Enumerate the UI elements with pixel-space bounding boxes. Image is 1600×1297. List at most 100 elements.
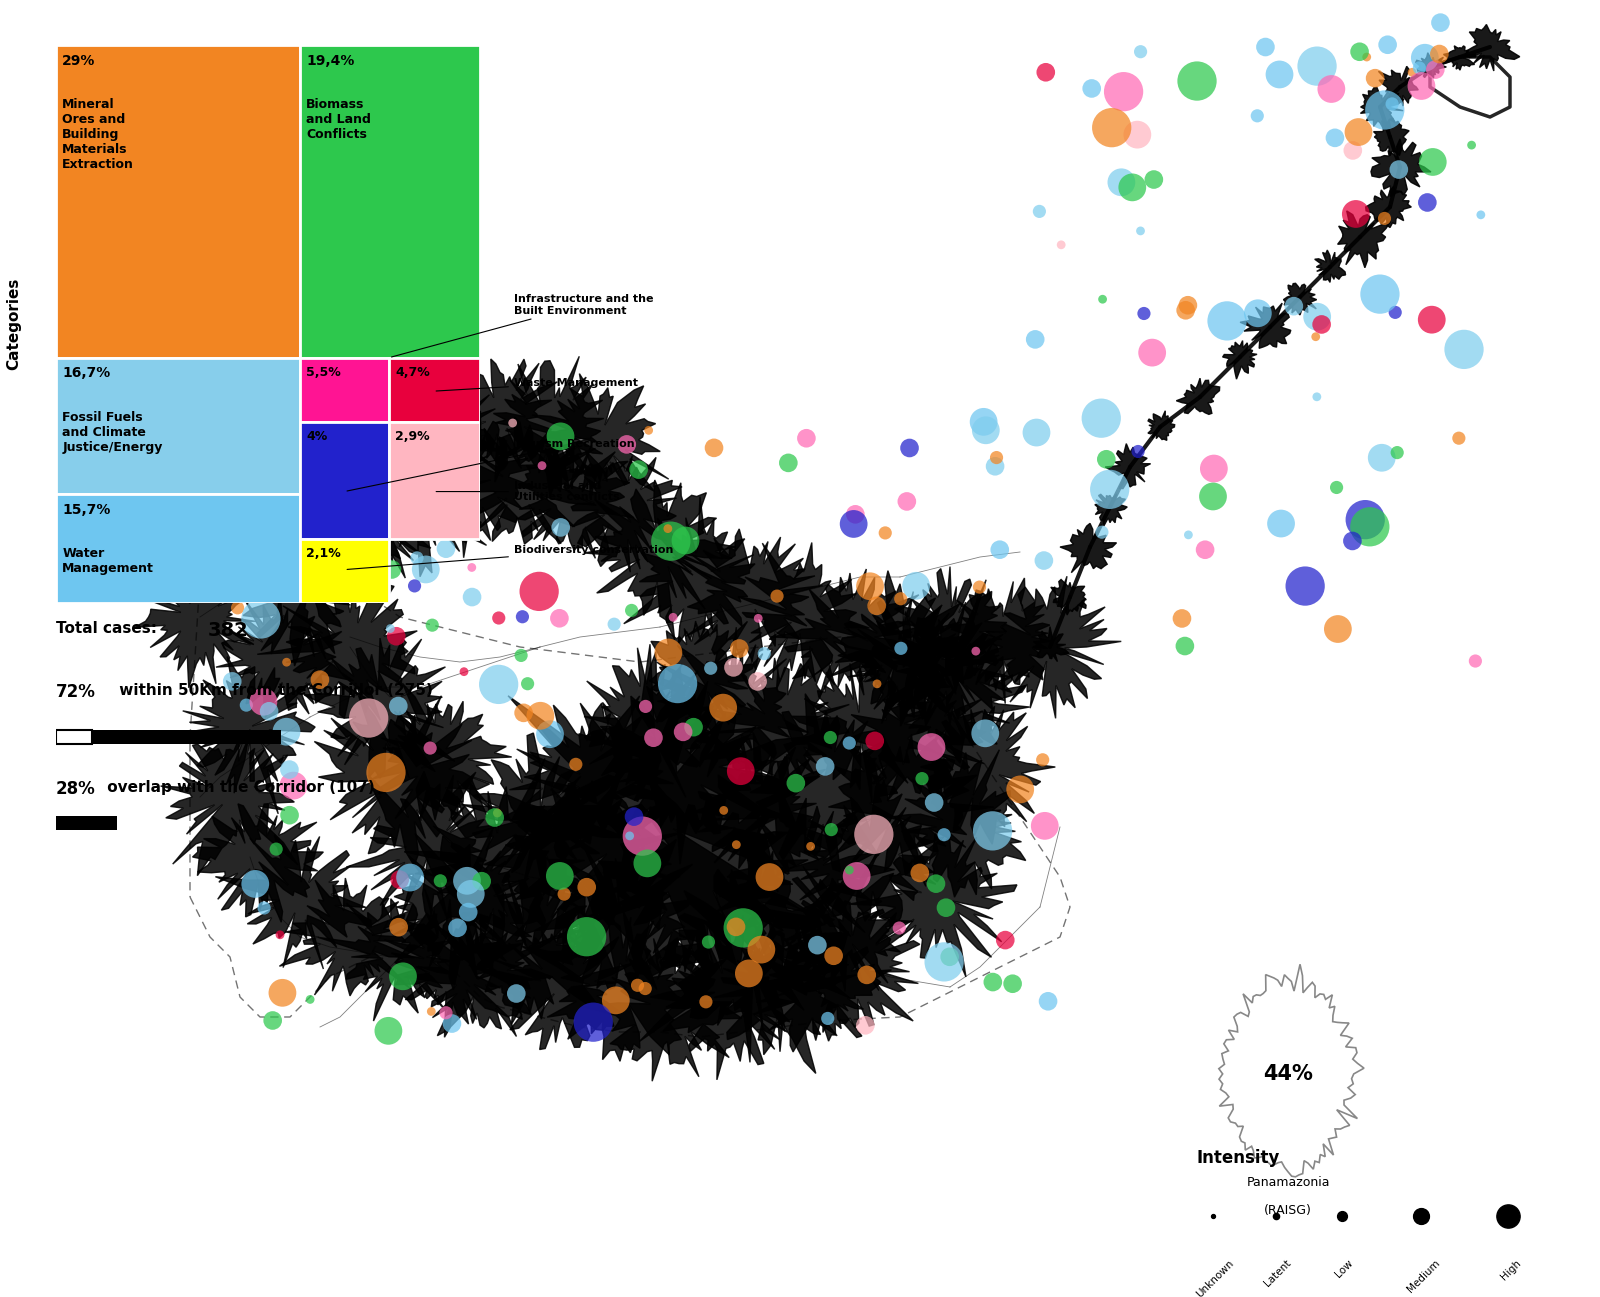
Polygon shape: [1061, 524, 1117, 573]
Point: [982, 457, 1008, 477]
Point: [1323, 477, 1349, 498]
Point: [1139, 342, 1165, 363]
Point: [547, 425, 573, 446]
Point: [547, 865, 573, 886]
FancyBboxPatch shape: [389, 422, 480, 540]
Polygon shape: [258, 576, 418, 720]
Point: [1176, 524, 1202, 545]
Point: [973, 420, 998, 441]
Point: [1098, 479, 1123, 499]
Point: [1462, 651, 1488, 672]
Polygon shape: [224, 533, 360, 667]
Point: [1035, 991, 1061, 1012]
Polygon shape: [314, 695, 490, 865]
Point: [1318, 79, 1344, 100]
Polygon shape: [582, 935, 742, 1082]
Polygon shape: [1416, 53, 1446, 78]
Text: overlap with the Corridor (107): overlap with the Corridor (107): [102, 781, 374, 795]
Polygon shape: [698, 658, 850, 796]
Point: [794, 428, 819, 449]
Point: [798, 837, 824, 857]
Point: [757, 866, 782, 887]
Point: [454, 870, 480, 891]
Point: [1128, 220, 1154, 241]
Point: [1030, 550, 1056, 571]
Point: [819, 820, 845, 840]
Point: [1173, 636, 1198, 656]
Point: [821, 946, 846, 966]
Point: [843, 865, 869, 886]
Point: [286, 484, 312, 505]
Point: [456, 901, 482, 922]
Point: [413, 559, 438, 580]
Point: [618, 825, 643, 846]
Point: [814, 1008, 840, 1029]
Point: [971, 411, 997, 432]
Point: [355, 708, 381, 729]
Point: [854, 965, 880, 986]
Point: [298, 990, 323, 1010]
Point: [530, 455, 555, 476]
Point: [782, 773, 808, 794]
Point: [1400, 62, 1426, 83]
Point: [379, 559, 405, 580]
Point: [1325, 619, 1350, 639]
Point: [1304, 306, 1330, 327]
Text: within 50Km from the Corridor (275): within 50Km from the Corridor (275): [114, 682, 432, 698]
Point: [1022, 329, 1048, 350]
Point: [538, 724, 563, 744]
Point: [274, 721, 299, 742]
Point: [235, 530, 261, 551]
Point: [670, 721, 696, 742]
Point: [858, 576, 883, 597]
Point: [723, 834, 749, 855]
Text: High: High: [1499, 1258, 1523, 1283]
Polygon shape: [584, 647, 720, 798]
Point: [726, 638, 752, 659]
Point: [619, 601, 645, 621]
Point: [1342, 204, 1368, 224]
Point: [277, 459, 302, 480]
Point: [499, 412, 525, 433]
Point: [574, 926, 600, 947]
Point: [1330, 1206, 1355, 1227]
Polygon shape: [714, 921, 856, 1074]
Point: [918, 737, 944, 757]
Point: [459, 558, 485, 578]
Text: 4%: 4%: [306, 431, 328, 444]
Polygon shape: [1379, 66, 1418, 106]
Point: [482, 807, 507, 827]
FancyBboxPatch shape: [56, 494, 299, 603]
Point: [923, 873, 949, 894]
Point: [813, 756, 838, 777]
Point: [710, 698, 736, 719]
Polygon shape: [656, 628, 808, 777]
Point: [1200, 486, 1226, 507]
Point: [277, 759, 302, 779]
Point: [469, 870, 494, 891]
Polygon shape: [624, 497, 755, 645]
Point: [267, 925, 293, 946]
Point: [987, 540, 1013, 560]
Point: [723, 917, 749, 938]
Text: 2,1%: 2,1%: [306, 547, 341, 560]
Point: [307, 669, 333, 690]
Polygon shape: [403, 918, 554, 1036]
Point: [1406, 57, 1432, 78]
Point: [1253, 36, 1278, 57]
Point: [864, 673, 890, 694]
FancyBboxPatch shape: [93, 730, 282, 744]
FancyBboxPatch shape: [299, 45, 480, 358]
Point: [378, 619, 403, 639]
Point: [1384, 442, 1410, 463]
Point: [581, 1012, 606, 1032]
Point: [1173, 300, 1198, 320]
Point: [1184, 70, 1210, 91]
Point: [1357, 516, 1382, 537]
Polygon shape: [1443, 45, 1475, 70]
Polygon shape: [245, 463, 387, 595]
Point: [1408, 75, 1434, 96]
Point: [1048, 235, 1074, 256]
Text: 16,7%: 16,7%: [62, 366, 110, 380]
Point: [438, 1013, 464, 1034]
